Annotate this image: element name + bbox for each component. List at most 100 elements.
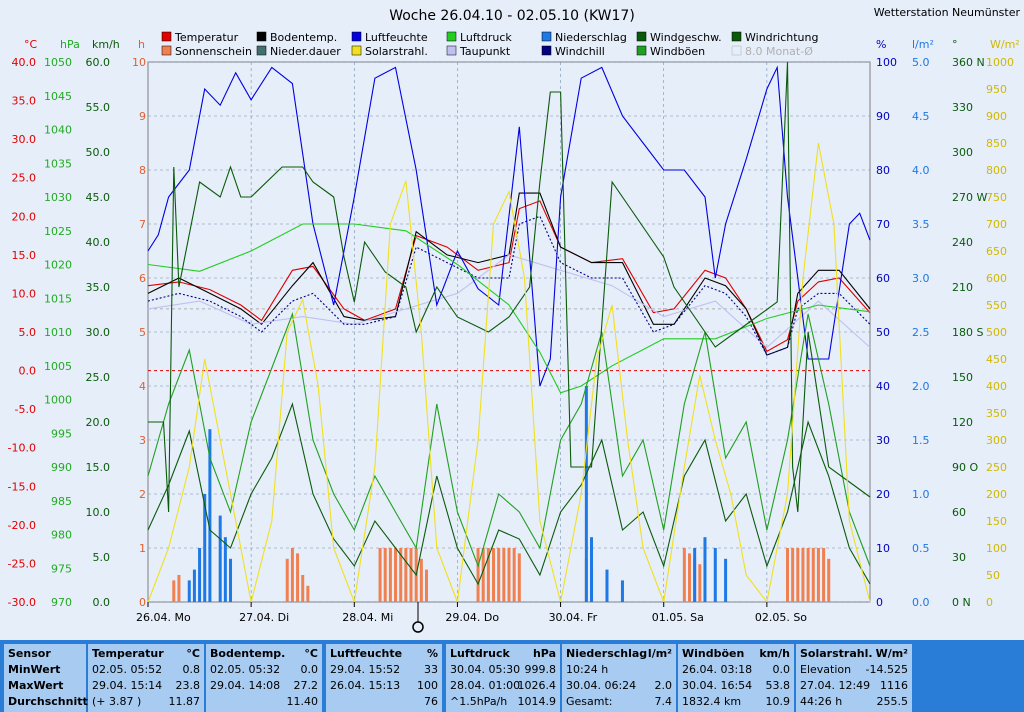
direction-axis-tick-label: 210 xyxy=(952,281,973,294)
direction-axis-tick-label: 360 N xyxy=(952,56,985,69)
bar-sonnenschein xyxy=(822,548,826,602)
legend-swatch[interactable] xyxy=(541,31,552,42)
stats-sensor-name: Luftfeuchte xyxy=(330,647,403,660)
bar-niederschlag xyxy=(208,429,212,602)
legend-swatch[interactable] xyxy=(731,45,742,56)
statistics-panel: Sensor MinWert MaxWert Durchschnitt Temperat… xyxy=(0,640,1024,712)
stats-unit: km/h xyxy=(759,647,790,660)
legend-swatch[interactable] xyxy=(636,31,647,42)
series-luftdruck xyxy=(147,223,871,394)
legend-swatch[interactable] xyxy=(161,45,172,56)
bar-sonnenschein xyxy=(497,548,501,602)
legend-swatch[interactable] xyxy=(256,45,267,56)
stats-time: 29.04. 14:08 xyxy=(210,679,281,692)
stats-unit: °C xyxy=(186,647,200,660)
temp-axis-tick-label: 20.0 xyxy=(12,210,37,223)
stats-row: 02.05. 05:52 0.8 xyxy=(92,662,200,678)
pressure-axis-tick-label: 1025 xyxy=(44,225,72,238)
solar-axis-tick-label: 800 xyxy=(986,164,1007,177)
legend-swatch[interactable] xyxy=(351,31,362,42)
bar-niederschlag xyxy=(584,386,588,602)
current-time-marker-icon[interactable] xyxy=(412,621,424,633)
stats-time: 26.04. 03:18 xyxy=(682,663,753,676)
stats-unit: % xyxy=(426,647,438,660)
bar-niederschlag xyxy=(187,580,191,602)
legend-swatch[interactable] xyxy=(351,45,362,56)
hours-unit-label: h xyxy=(138,38,145,51)
series-windchill xyxy=(147,215,871,356)
x-tick-label: 30.04. Fr xyxy=(549,611,598,624)
pressure-axis-tick-label: 995 xyxy=(51,427,72,440)
legend-label: Niederschlag xyxy=(555,31,627,44)
temp-axis-tick-label: -30.0 xyxy=(8,596,36,609)
temp-axis-tick-label: 35.0 xyxy=(12,95,37,108)
legend-swatch[interactable] xyxy=(541,45,552,56)
direction-axis-tick-label: 270 W xyxy=(952,191,987,204)
station-name: Wetterstation Neumünster xyxy=(874,6,1021,19)
series-taupunkt xyxy=(147,254,871,349)
stats-header: Niederschlag l/m² xyxy=(566,646,672,662)
stats-row: 10:24 h xyxy=(566,662,672,678)
stats-sensor-name: Niederschlag xyxy=(566,647,648,660)
bar-sonnenschein xyxy=(394,548,398,602)
pressure-axis-tick-label: 1040 xyxy=(44,124,72,137)
stats-row: 29.04. 15:14 23.8 xyxy=(92,678,200,694)
stats-value: 76 xyxy=(424,695,438,708)
stats-sensor-name: Luftdruck xyxy=(450,647,510,660)
stats-column: Solarstrahl. W/m² Elevation -14.525 27.04. 1… xyxy=(796,644,912,712)
stats-time: 10:24 h xyxy=(566,663,609,676)
stats-time: 29.04. 15:52 xyxy=(330,663,401,676)
hours-axis-tick-label: 9 xyxy=(139,110,146,123)
legend-swatch[interactable] xyxy=(731,31,742,42)
legend-swatch[interactable] xyxy=(161,31,172,42)
hours-axis-tick-label: 6 xyxy=(139,272,146,285)
stats-column: Sensor MinWert MaxWert Durchschnitt xyxy=(4,644,88,712)
wind-axis-tick-label: 20.0 xyxy=(86,416,111,429)
bar-sonnenschein xyxy=(816,548,820,602)
rain-axis-tick-label: 5.0 xyxy=(912,56,930,69)
bar-sonnenschein xyxy=(296,553,300,602)
legend-swatch[interactable] xyxy=(446,31,457,42)
bar-sonnenschein xyxy=(378,548,382,602)
rain-axis-tick-label: 4.0 xyxy=(912,164,930,177)
rain-axis-tick-label: 1.0 xyxy=(912,488,930,501)
pressure-axis-tick-label: 975 xyxy=(51,562,72,575)
temp-axis-tick-label: -10.0 xyxy=(8,442,36,455)
stats-header: Bodentemp. °C xyxy=(210,646,318,662)
bar-sonnenschein xyxy=(177,575,181,602)
stats-header: Temperatur °C xyxy=(92,646,200,662)
legend-label: 8.0 Monat-Ø xyxy=(745,45,813,58)
stats-row: 44:26 h 255.5 xyxy=(800,694,908,710)
solar-unit-label: W/m² xyxy=(990,38,1020,51)
stats-header: Sensor xyxy=(8,647,51,660)
solar-axis-tick-label: 850 xyxy=(986,137,1007,150)
wind-axis-tick-label: 60.0 xyxy=(86,56,111,69)
stats-row: Gesamt: 7.4 xyxy=(566,694,672,710)
humidity-axis-tick-label: 0 xyxy=(876,596,883,609)
stats-value: 0.8 xyxy=(182,663,201,676)
bar-sonnenschein xyxy=(409,548,413,602)
wind-axis-tick-label: 55.0 xyxy=(86,101,111,114)
solar-axis-tick-label: 750 xyxy=(986,191,1007,204)
temp-axis-tick-label: -5.0 xyxy=(15,403,36,416)
stats-row: 76 xyxy=(330,694,438,710)
legend-swatch[interactable] xyxy=(636,45,647,56)
stats-time: 29.04. 15:14 xyxy=(92,679,163,692)
pressure-unit-label: hPa xyxy=(60,38,80,51)
stats-unit: hPa xyxy=(532,647,556,660)
stats-time: 30.04. 06:24 xyxy=(566,679,637,692)
legend-label: Sonnenschein xyxy=(175,45,252,58)
stats-time: 30.04. 05:30 xyxy=(450,663,521,676)
stats-value: 255.5 xyxy=(876,695,909,708)
stats-row: 02.05. 05:32 0.0 xyxy=(210,662,318,678)
wind-axis-tick-label: 10.0 xyxy=(86,506,111,519)
legend-swatch[interactable] xyxy=(256,31,267,42)
pressure-axis-tick-label: 970 xyxy=(51,596,72,609)
legend-label: Luftfeuchte xyxy=(365,31,428,44)
stats-time: Elevation xyxy=(800,663,852,676)
stats-column: Bodentemp. °C 02.05. 05:32 0.0 29.04. 14:08 2… xyxy=(206,644,322,712)
bar-sonnenschein xyxy=(698,564,702,602)
hours-axis-tick-label: 4 xyxy=(139,380,146,393)
legend-swatch[interactable] xyxy=(446,45,457,56)
bar-sonnenschein xyxy=(512,548,516,602)
